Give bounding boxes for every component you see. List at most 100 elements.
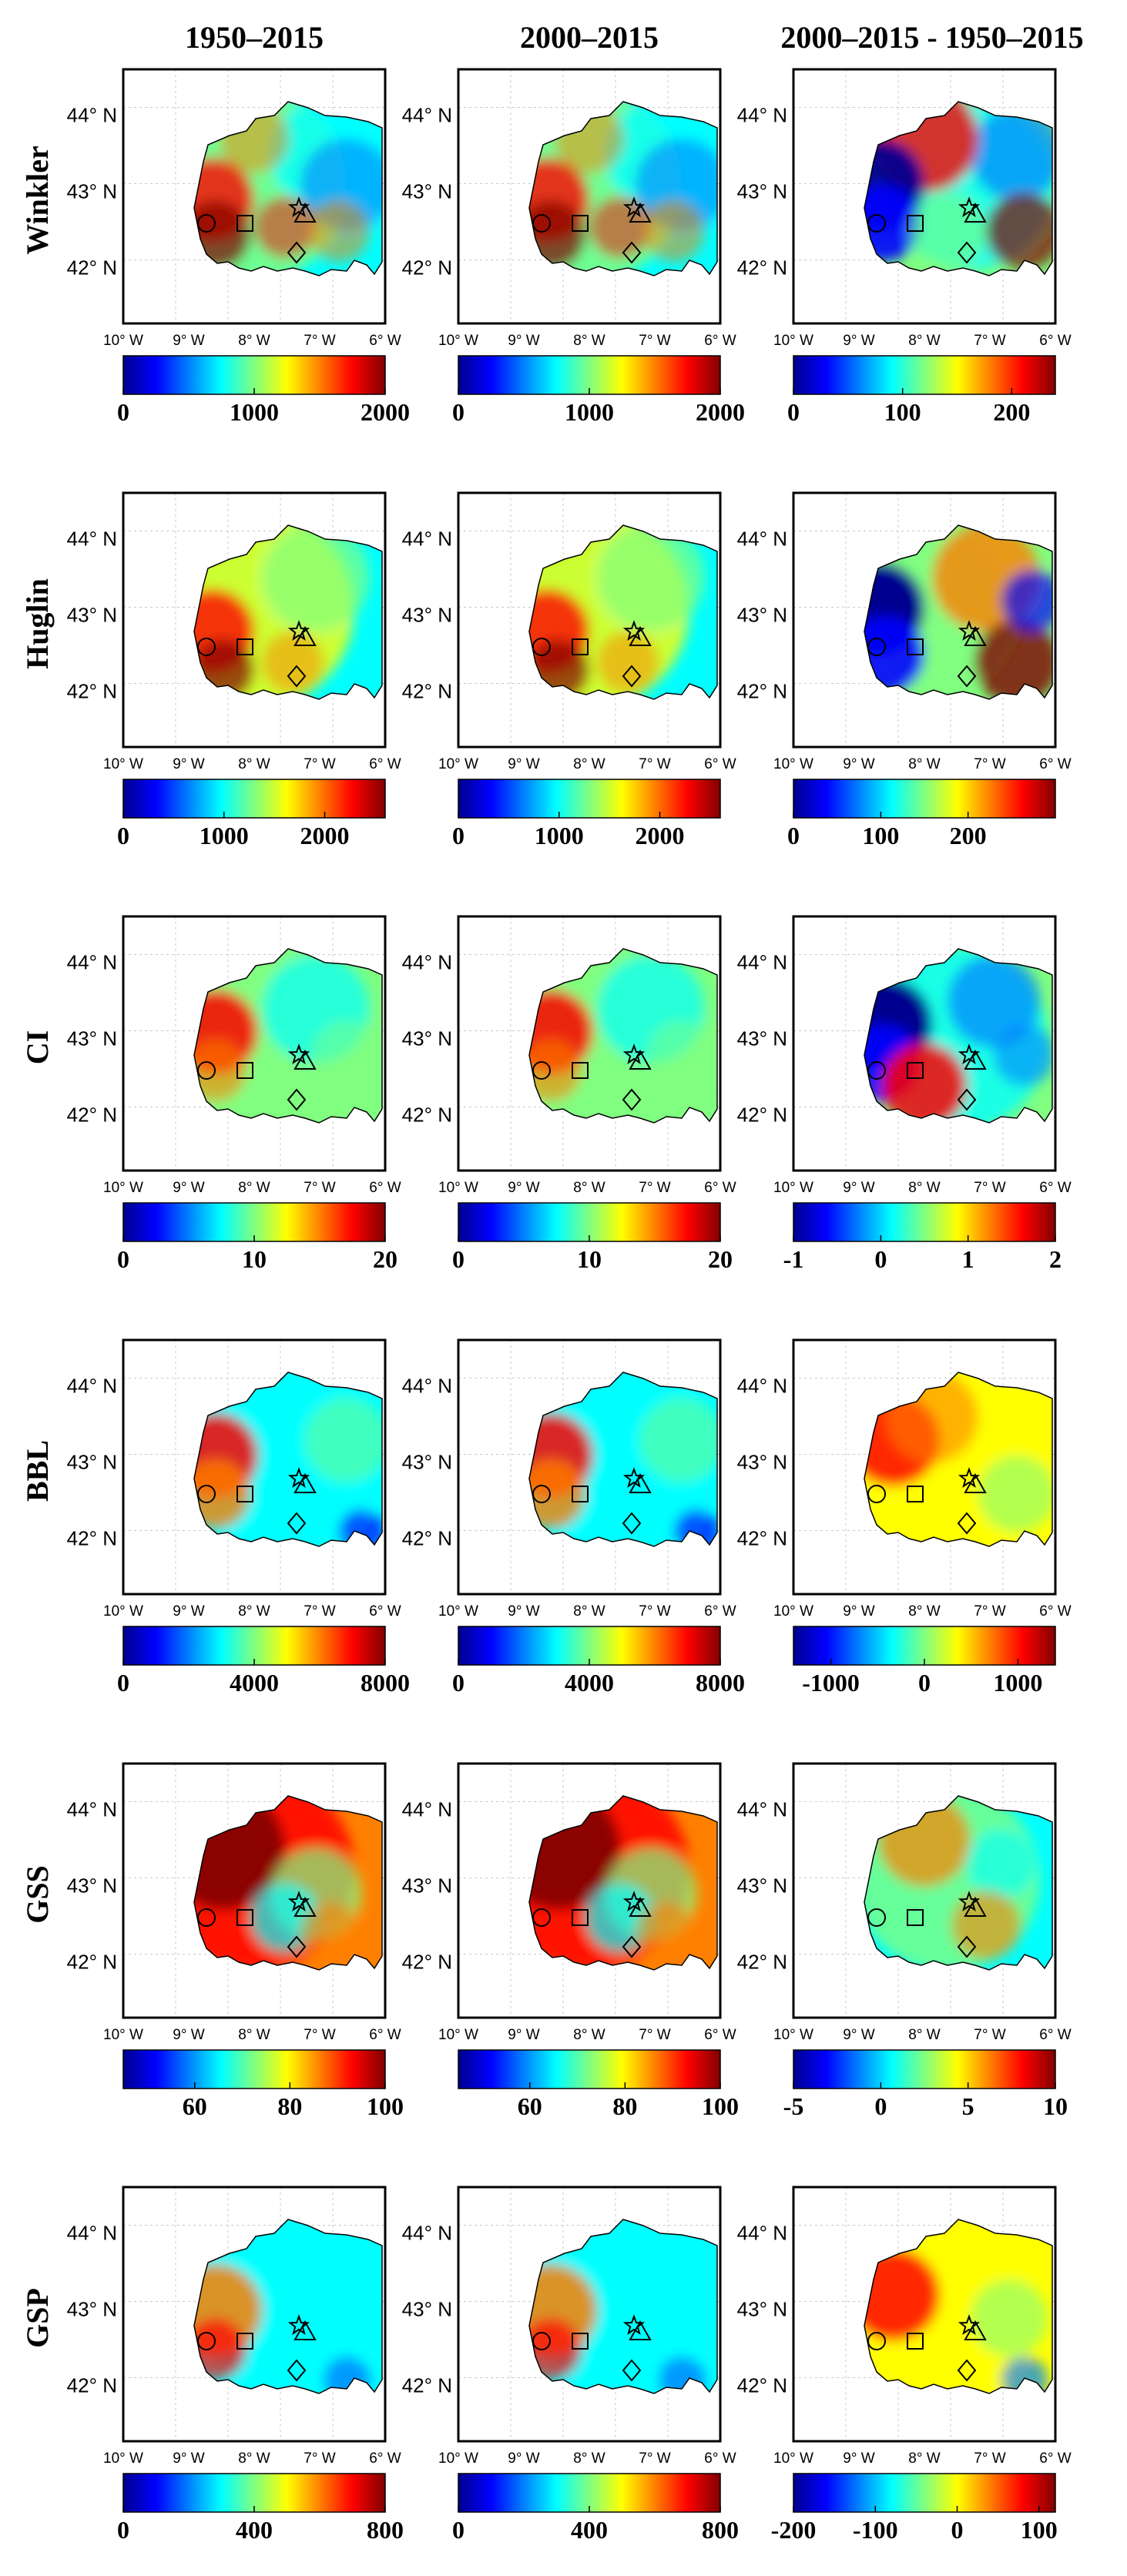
lon-tick-label: 7° W bbox=[639, 1603, 670, 1620]
map-frame bbox=[792, 491, 1057, 749]
colorbar bbox=[793, 2473, 1056, 2513]
panels: 44° N 43° N 42° N 10° W 9° W 8° W 7° W 6° W 0 100… bbox=[67, 68, 1072, 2544]
colorbar-tick-label: 100 bbox=[862, 822, 899, 849]
panel-ci-col1: 44° N 43° N 42° N 10° W 9° W 8° W 7° W 6° W 0 10 2… bbox=[67, 915, 401, 1273]
marker-diamond-icon bbox=[287, 2359, 307, 2382]
panel-gsp-col2: 44° N 43° N 42° N 10° W 9° W 8° W 7° W 6° W 0 400… bbox=[402, 2186, 739, 2544]
marker-triangle-icon bbox=[629, 1472, 652, 1493]
heatmap-cell bbox=[948, 955, 1040, 1047]
lat-tick-label: 42° N bbox=[737, 1950, 787, 1973]
panel-huglin-col2: 44° N 43° N 42° N 10° W 9° W 8° W 7° W 6° W 0 100… bbox=[402, 491, 736, 849]
lon-tick-label: 10° W bbox=[773, 1603, 813, 1620]
row-label-gsp: GSP bbox=[20, 2288, 55, 2348]
lon-tick-label: 8° W bbox=[573, 1603, 605, 1620]
colorbar bbox=[793, 1626, 1056, 1666]
colorbar-tick-label: 8000 bbox=[361, 1669, 410, 1697]
lon-tick-label: 7° W bbox=[639, 333, 670, 349]
marker-triangle-icon bbox=[629, 1049, 652, 1070]
marker-circle-icon bbox=[867, 1908, 886, 1927]
map-frame bbox=[122, 1762, 387, 2019]
colorbar-tick-label: 0 bbox=[452, 822, 465, 849]
lat-tick-label: 43° N bbox=[737, 1027, 787, 1050]
marker-diamond-icon bbox=[287, 665, 307, 688]
lon-tick-label: 7° W bbox=[639, 1180, 670, 1196]
lat-tick-label: 43° N bbox=[67, 179, 117, 203]
lon-tick-label: 9° W bbox=[173, 333, 204, 349]
marker-square-icon bbox=[236, 2333, 253, 2350]
lat-tick-label: 44° N bbox=[402, 2221, 452, 2244]
colorbar-tick-label: 1000 bbox=[230, 398, 279, 426]
marker-square-icon bbox=[236, 1062, 253, 1079]
lon-tick-label: 7° W bbox=[974, 333, 1005, 349]
colorbar-tick-label: 2000 bbox=[361, 398, 410, 426]
lat-tick-label: 44° N bbox=[67, 527, 117, 550]
coastline bbox=[193, 1795, 383, 1971]
lon-tick-label: 7° W bbox=[304, 333, 335, 349]
lat-tick-label: 43° N bbox=[67, 1874, 117, 1897]
marker-square-icon bbox=[907, 1486, 924, 1502]
lon-tick-label: 6° W bbox=[1039, 2450, 1071, 2467]
lon-tick-label: 8° W bbox=[573, 756, 605, 772]
panel-gss-col3: 44° N 43° N 42° N 10° W 9° W 8° W 7° W 6° W -5 0 5… bbox=[737, 1762, 1072, 2120]
lon-tick-label: 6° W bbox=[369, 333, 401, 349]
heatmap-cell bbox=[529, 1796, 620, 1910]
heatmap-blobs bbox=[864, 102, 1052, 270]
lon-tick-label: 9° W bbox=[508, 1603, 539, 1620]
marker-triangle-icon bbox=[629, 625, 652, 646]
colorbar-tick-label: 1000 bbox=[565, 398, 614, 426]
marker-triangle-icon bbox=[293, 1472, 317, 1493]
marker-triangle-icon bbox=[964, 1896, 987, 1917]
lon-tick-label: 9° W bbox=[508, 756, 539, 772]
marker-circle-icon bbox=[197, 638, 216, 656]
lon-tick-label: 9° W bbox=[508, 2027, 539, 2043]
heatmap-cell bbox=[864, 185, 921, 262]
site-markers bbox=[197, 2314, 317, 2382]
lon-tick-label: 9° W bbox=[508, 333, 539, 349]
site-markers bbox=[867, 1891, 987, 1958]
lon-tick-label: 8° W bbox=[573, 2027, 605, 2043]
colorbar bbox=[122, 1202, 386, 1242]
site-markers bbox=[532, 620, 652, 688]
heatmap-field bbox=[864, 102, 1052, 276]
lat-tick-label: 42° N bbox=[737, 679, 787, 702]
lon-tick-label: 7° W bbox=[639, 2450, 670, 2467]
marker-square-icon bbox=[572, 638, 589, 655]
lat-tick-label: 44° N bbox=[737, 2221, 787, 2244]
marker-diamond-icon bbox=[622, 2359, 642, 2382]
marker-diamond-icon bbox=[957, 1935, 977, 1958]
heatmap-blobs bbox=[864, 949, 1052, 1123]
heatmap-cell bbox=[986, 193, 1052, 270]
coastline bbox=[528, 948, 718, 1124]
marker-circle-icon bbox=[867, 1061, 886, 1080]
colorbar-tick-label: 8000 bbox=[696, 1669, 745, 1697]
map-frame bbox=[122, 491, 387, 749]
marker-circle-icon bbox=[532, 1908, 551, 1927]
map-frame bbox=[457, 2186, 722, 2443]
lat-tick-label: 44° N bbox=[737, 1797, 787, 1821]
marker-square-icon bbox=[572, 2333, 589, 2350]
heatmap-cell bbox=[909, 193, 986, 270]
panel-winkler-col2: 44° N 43° N 42° N 10° W 9° W 8° W 7° W 6° W 0 100… bbox=[402, 68, 745, 426]
lon-tick-label: 10° W bbox=[438, 1180, 478, 1196]
lat-tick-label: 43° N bbox=[737, 603, 787, 626]
lat-tick-label: 43° N bbox=[402, 2297, 452, 2320]
marker-circle-icon bbox=[532, 1485, 551, 1503]
map-frame bbox=[792, 1762, 1057, 2019]
map-frame bbox=[792, 915, 1057, 1172]
marker-triangle-icon bbox=[293, 625, 317, 646]
lon-tick-label: 9° W bbox=[173, 1180, 204, 1196]
lat-tick-label: 42° N bbox=[67, 1103, 117, 1126]
lon-tick-label: 10° W bbox=[438, 1603, 478, 1620]
coastline bbox=[528, 524, 718, 700]
lat-tick-label: 44° N bbox=[402, 1797, 452, 1821]
marker-circle-icon bbox=[197, 1061, 216, 1080]
site-markers bbox=[867, 620, 987, 688]
colorbar bbox=[458, 355, 721, 395]
heatmap-cell bbox=[597, 525, 705, 631]
lon-tick-label: 8° W bbox=[908, 756, 940, 772]
site-markers bbox=[532, 1891, 652, 1958]
colorbar-tick-label: -100 bbox=[853, 2516, 898, 2544]
marker-diamond-icon bbox=[957, 1088, 977, 1111]
map-frame bbox=[792, 68, 1057, 325]
